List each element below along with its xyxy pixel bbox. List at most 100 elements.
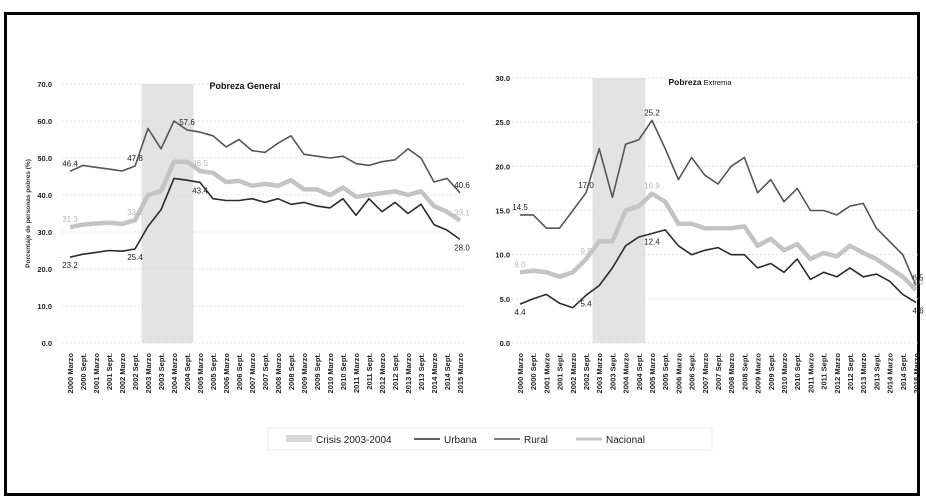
- chart-title-suffix: Extrema: [704, 78, 733, 87]
- legend-box: [267, 427, 713, 451]
- x-tick-label: 2008 Marzo: [727, 353, 736, 394]
- x-tick-label: 2001 Sept.: [105, 353, 114, 390]
- x-tick-label: 2012 Marzo: [378, 353, 387, 394]
- y-tick-label: 0.0: [500, 339, 510, 348]
- data-label: 6.5: [912, 274, 924, 283]
- x-tick-label: 2008 Marzo: [274, 353, 283, 394]
- x-tick-label: 2012 Sept.: [846, 353, 855, 390]
- x-tick-label: 2011 Sept.: [365, 353, 374, 390]
- legend-label-urbana: Urbana: [444, 435, 477, 446]
- data-label: 43.4: [192, 186, 208, 195]
- data-label: 16.9: [644, 182, 660, 191]
- x-tick-label: 2005 Marzo: [196, 353, 205, 394]
- y-tick-label: 25.0: [495, 118, 510, 127]
- data-label: 33.2: [127, 208, 143, 217]
- x-tick-label: 2012 Marzo: [833, 353, 842, 394]
- x-tick-label: 2007 Sept.: [261, 353, 270, 390]
- data-label: 40.6: [454, 181, 470, 190]
- y-tick-label: 5.0: [500, 295, 510, 304]
- series-line-urbana: [69, 177, 461, 258]
- y-tick-label: 30.0: [37, 228, 52, 237]
- data-label: 4.6: [912, 306, 924, 315]
- x-tick-label: 2011 Sept.: [820, 353, 829, 390]
- x-tick-label: 2000 Marzo: [516, 353, 525, 394]
- data-label: 31.3: [62, 215, 78, 224]
- y-tick-label: 15.0: [495, 207, 510, 216]
- x-tick-label: 2014 Marzo: [886, 353, 895, 394]
- x-tick-label: 2003 Sept.: [608, 353, 617, 390]
- x-tick-label: 2013 Marzo: [404, 353, 413, 394]
- x-tick-label: 2014 Sept.: [443, 353, 452, 390]
- y-tick-label: 70.0: [37, 80, 52, 89]
- data-label: 5.4: [580, 299, 592, 308]
- y-tick-label: 0.0: [42, 339, 52, 348]
- x-tick-label: 2013 Sept.: [872, 353, 881, 390]
- data-label: 46.4: [62, 159, 78, 168]
- x-tick-label: 2010 Sept.: [339, 353, 348, 390]
- y-tick-label: 10.0: [37, 302, 52, 311]
- x-tick-label: 2003 Sept.: [157, 353, 166, 390]
- x-tick-label: 2005 Sept.: [209, 353, 218, 390]
- x-tick-label: 2005 Sept.: [661, 353, 670, 390]
- data-label: 8.0: [514, 260, 526, 269]
- x-tick-label: 2006 Sept.: [688, 353, 697, 390]
- y-tick-label: 10.0: [495, 251, 510, 260]
- x-tick-label: 2015 Marzo: [912, 353, 921, 394]
- x-tick-label: 2009 Marzo: [300, 353, 309, 394]
- data-label: 12.4: [644, 237, 660, 246]
- y-tick-label: 30.0: [495, 74, 510, 83]
- data-label: 25.2: [644, 108, 660, 117]
- x-tick-label: 2003 Marzo: [144, 353, 153, 394]
- x-tick-label: 2014 Marzo: [430, 353, 439, 394]
- x-tick-label: 2007 Sept.: [714, 353, 723, 390]
- y-tick-label: 20.0: [37, 265, 52, 274]
- x-tick-label: 2004 Marzo: [622, 353, 631, 394]
- series-line-urbana: [519, 229, 917, 309]
- series-line-rural: [69, 120, 461, 194]
- data-label: 28.0: [454, 243, 470, 252]
- y-tick-label: 20.0: [495, 162, 510, 171]
- x-tick-label: 2006 Sept.: [235, 353, 244, 390]
- chart-title-main: Pobreza: [668, 77, 701, 87]
- x-tick-label: 2010 Marzo: [780, 353, 789, 394]
- data-label: 57.6: [179, 118, 195, 127]
- x-tick-label: 2008 Sept.: [740, 353, 749, 390]
- x-tick-label: 2002 Sept.: [131, 353, 140, 390]
- data-label: 46.5: [192, 159, 208, 168]
- legend-swatch-crisis-2003-2004: [286, 435, 312, 442]
- series-line-rural: [520, 119, 917, 286]
- legend-label-nacional: Nacional: [606, 435, 645, 446]
- x-tick-label: 2013 Sept.: [417, 353, 426, 390]
- x-tick-label: 2000 Sept.: [529, 353, 538, 390]
- x-tick-label: 2000 Marzo: [66, 353, 75, 394]
- x-tick-label: 2012 Sept.: [391, 353, 400, 390]
- series-line-nacional: [69, 159, 462, 230]
- chart-pobreza-general: 0.0 10.0 20.0 30.0 40.0 50.0 60.0 70.0 2000 Marz…: [25, 80, 470, 393]
- x-tick-label: 2006 Marzo: [222, 353, 231, 394]
- chart-pobreza-extrema: 0.0 5.0 10.0 15.0 20.0 25.0 30.0 2000 Marzo 2000…: [495, 74, 924, 393]
- series-line-nacional: [519, 191, 918, 292]
- x-tick-label: 2002 Marzo: [118, 353, 127, 394]
- y-axis-label: Porcentaje de personas pobres (%): [25, 159, 32, 268]
- crisis-band: [141, 84, 194, 343]
- x-tick-label: 2001 Marzo: [542, 353, 551, 394]
- x-tick-label: 2015 Marzo: [456, 353, 465, 394]
- x-tick-label: 2006 Marzo: [674, 353, 683, 394]
- legend-label-rural: Rural: [524, 435, 548, 446]
- chart-title: Pobreza General: [209, 81, 280, 91]
- x-tick-label: 2005 Marzo: [648, 353, 657, 394]
- x-tick-label: 2011 Marzo: [806, 353, 815, 393]
- x-tick-label: 2007 Marzo: [701, 353, 710, 394]
- data-label: 9.5: [580, 247, 592, 256]
- x-tick-label: 2010 Sept.: [793, 353, 802, 390]
- y-tick-label: 40.0: [37, 191, 52, 200]
- x-tick-label: 2009 Sept.: [313, 353, 322, 390]
- x-tick-label: 2009 Sept.: [767, 353, 776, 390]
- data-label: 33.1: [454, 209, 470, 218]
- chart-legend: Crisis 2003-2004 Urbana Rural Nacional: [267, 427, 713, 451]
- data-label: 47.8: [127, 154, 143, 163]
- x-tick-label: 2013 Marzo: [859, 353, 868, 394]
- x-tick-label: 2009 Marzo: [754, 353, 763, 394]
- x-tick-label: 2010 Marzo: [326, 353, 335, 394]
